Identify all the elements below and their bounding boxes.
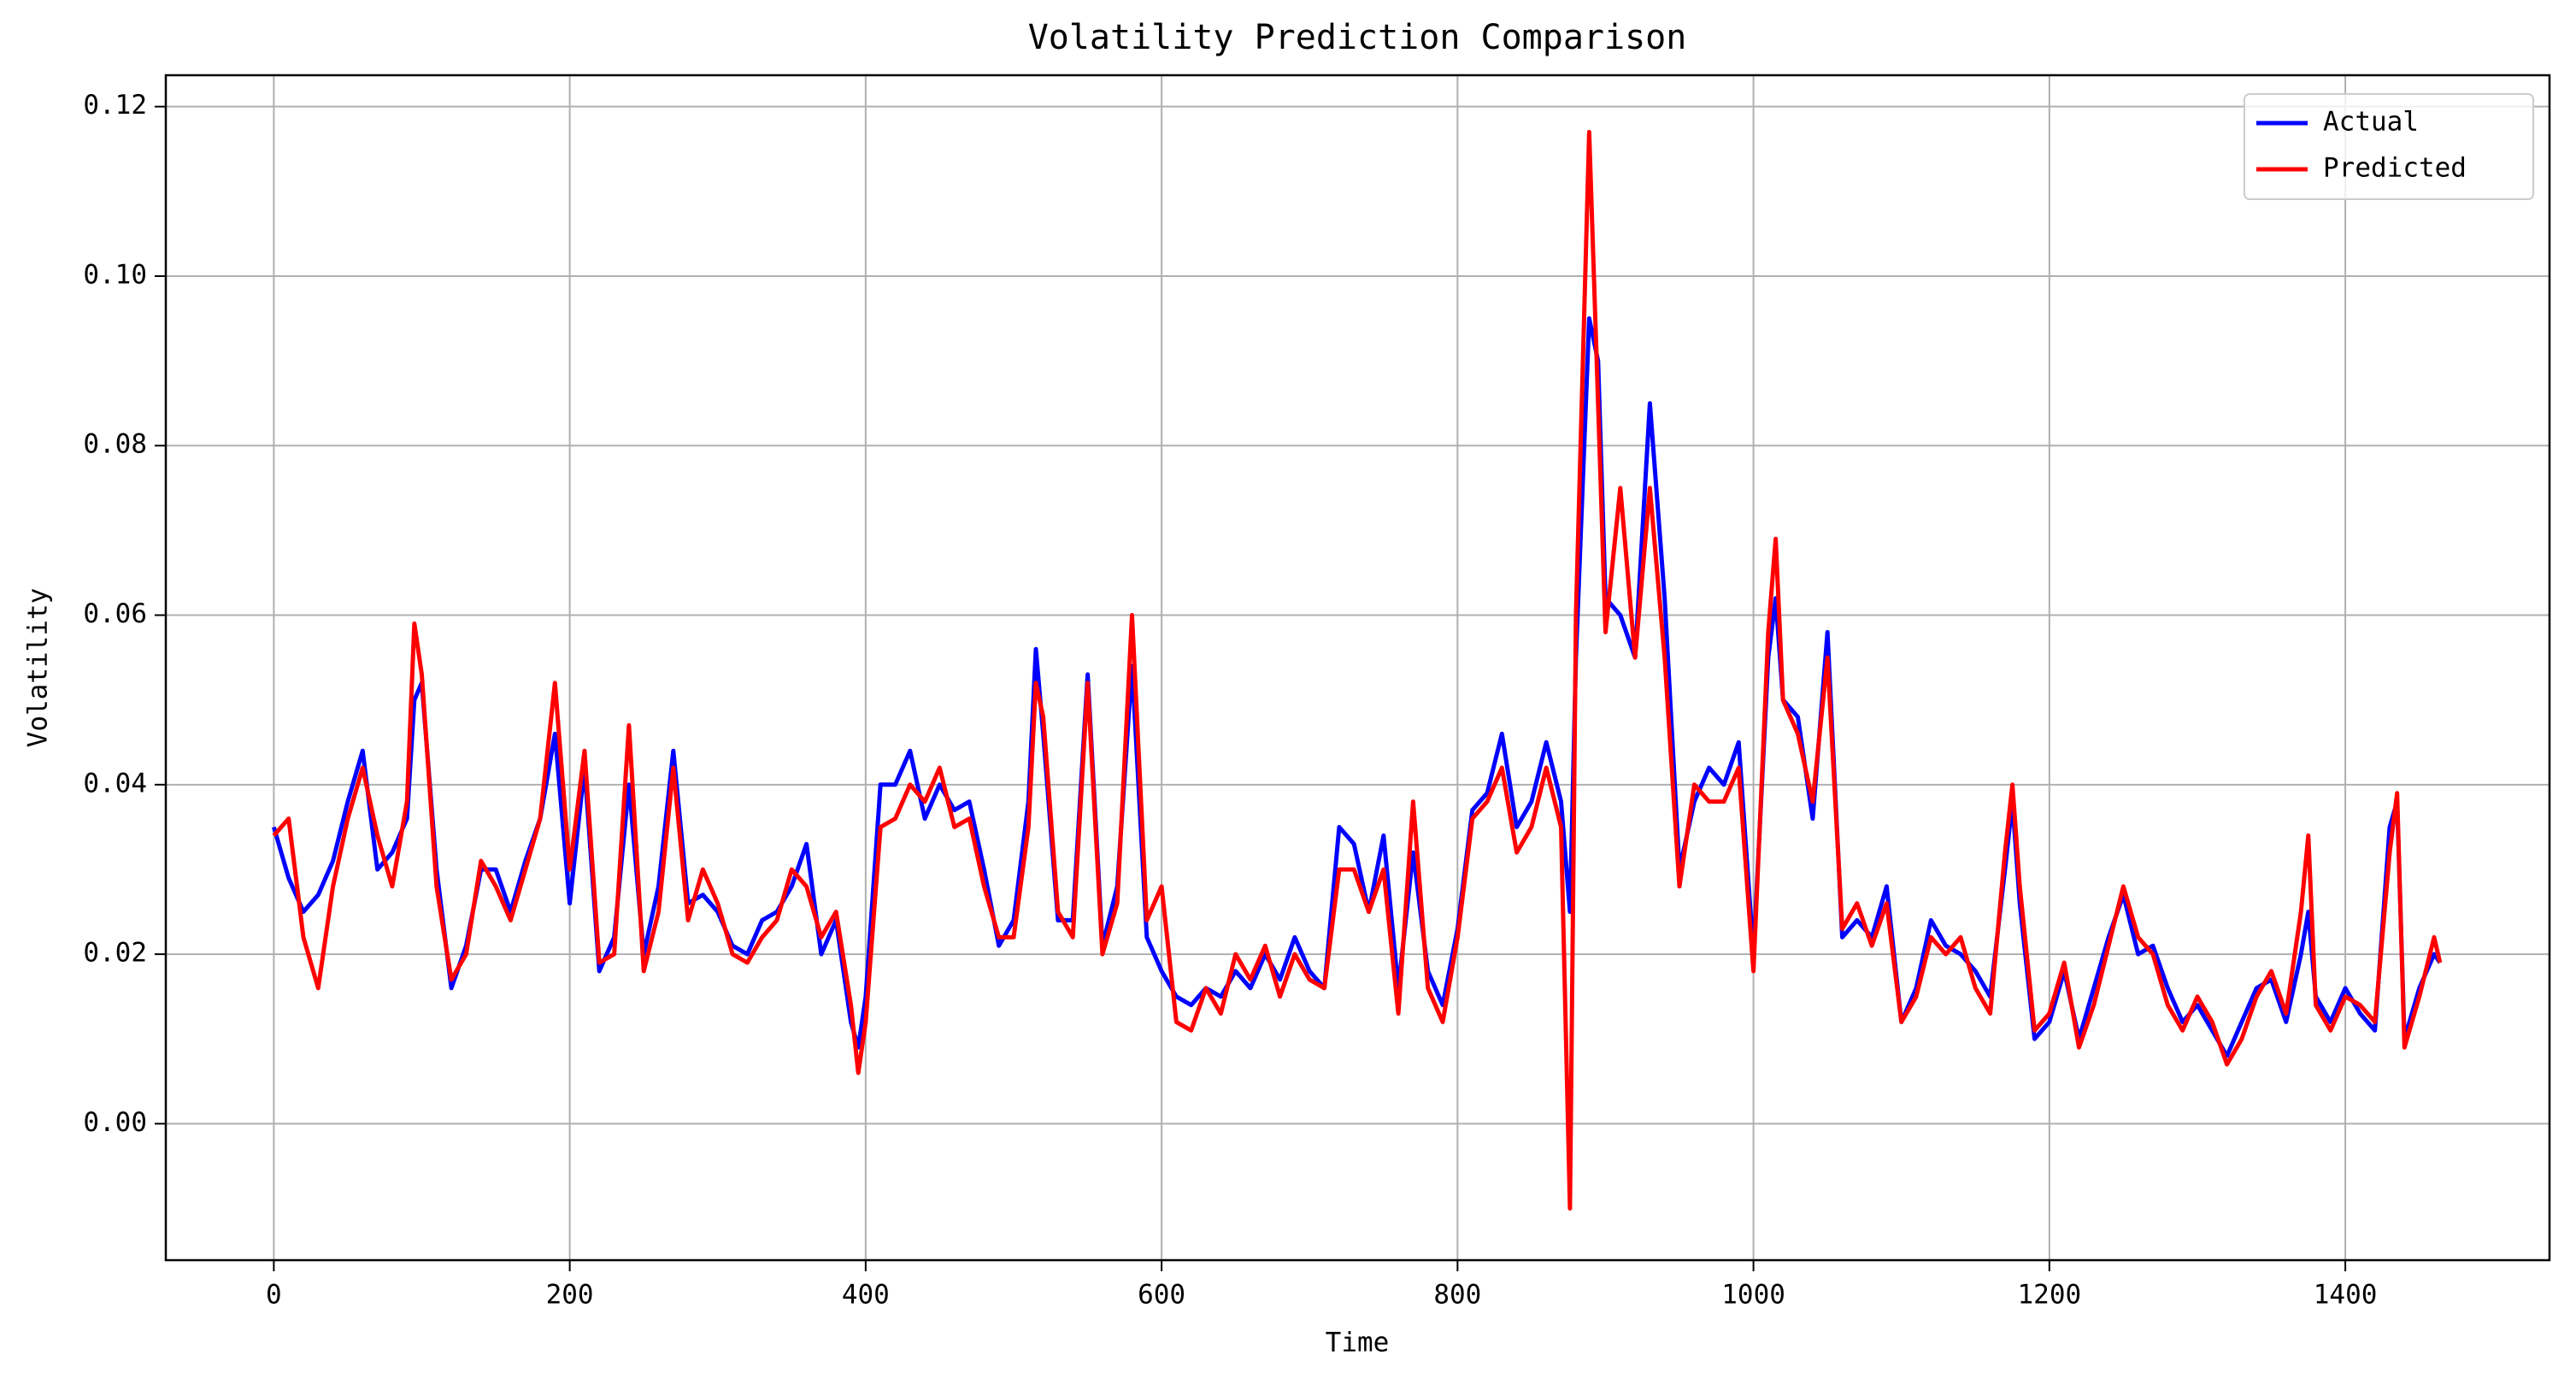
y-tick-label: 0.10 xyxy=(83,259,147,290)
y-tick-label: 0.04 xyxy=(83,768,147,799)
axes-frame xyxy=(164,74,2551,1262)
x-tick-label: 1200 xyxy=(2018,1280,2082,1311)
legend-box xyxy=(2244,93,2534,200)
data-line xyxy=(272,129,2443,1211)
y-tick-label: 0.02 xyxy=(83,938,147,969)
y-axis-label: Volatility xyxy=(23,588,54,748)
x-tick-label: 200 xyxy=(546,1280,594,1311)
y-tick-label: 0.06 xyxy=(83,598,147,629)
y-tick-label: 0.00 xyxy=(83,1107,147,1138)
x-tick-label: 800 xyxy=(1433,1280,1481,1311)
legend: Actual Predicted xyxy=(2244,93,2534,200)
x-tick-label: 1000 xyxy=(1721,1280,1785,1311)
x-tick-label: 400 xyxy=(842,1280,890,1311)
x-tick-label: 600 xyxy=(1138,1280,1185,1311)
legend-label: Predicted xyxy=(2323,153,2467,184)
chart-title: Volatility Prediction Comparison xyxy=(1028,18,1687,57)
x-tick-label: 1400 xyxy=(2314,1280,2378,1311)
x-axis-label: Time xyxy=(1326,1328,1390,1358)
y-tick-label: 0.12 xyxy=(83,90,147,121)
x-tick-label: 0 xyxy=(266,1280,282,1311)
legend-label: Actual xyxy=(2323,107,2419,138)
y-tick-label: 0.08 xyxy=(83,429,147,460)
